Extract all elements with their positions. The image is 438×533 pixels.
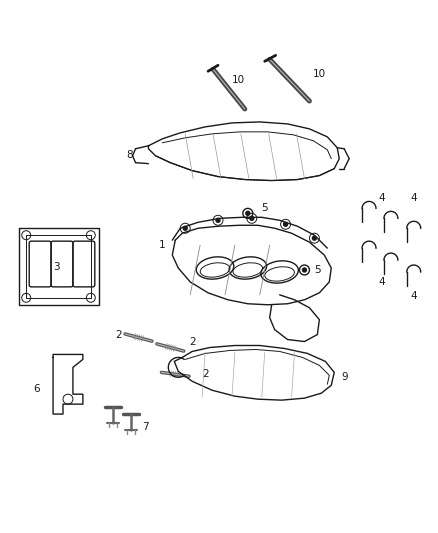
Text: 6: 6 [33, 384, 39, 394]
Circle shape [312, 236, 316, 240]
Text: 4: 4 [410, 193, 417, 204]
Text: 10: 10 [231, 75, 244, 85]
Text: 4: 4 [378, 277, 385, 287]
Text: 2: 2 [202, 369, 208, 379]
Text: 5: 5 [261, 204, 268, 213]
Text: 4: 4 [378, 193, 385, 204]
Circle shape [283, 222, 288, 226]
Circle shape [246, 212, 250, 215]
Text: 1: 1 [159, 240, 166, 250]
Text: 5: 5 [314, 265, 321, 275]
Circle shape [303, 268, 307, 272]
Circle shape [250, 216, 254, 220]
Text: 8: 8 [127, 150, 133, 160]
Circle shape [183, 226, 187, 230]
Text: 2: 2 [189, 336, 195, 346]
Text: 7: 7 [142, 422, 149, 432]
Text: 4: 4 [410, 291, 417, 301]
Text: 10: 10 [313, 69, 326, 79]
Text: 9: 9 [341, 372, 347, 382]
Text: 3: 3 [53, 262, 60, 272]
Circle shape [216, 219, 220, 222]
Text: 2: 2 [115, 329, 122, 340]
